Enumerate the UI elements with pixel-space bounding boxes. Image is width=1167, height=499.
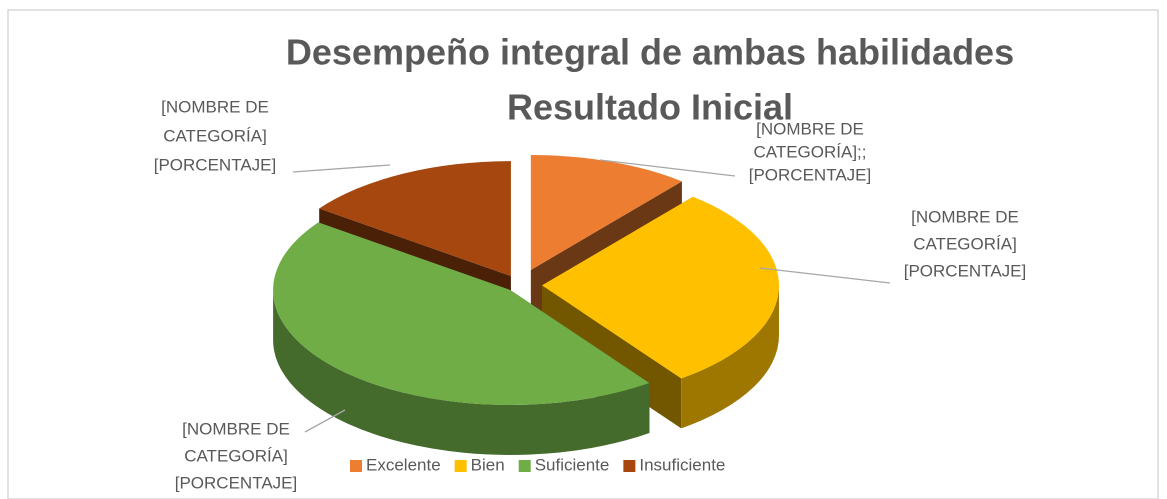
legend-swatch [623,460,636,472]
legend-label: Suficiente [535,455,610,474]
data-label: CATEGORÍA];; [753,142,866,161]
data-label: [PORCENTAJE] [904,261,1026,280]
chart-title: Desempeño integral de ambas habilidades [286,32,1014,73]
slice [530,154,682,270]
data-label: [PORCENTAJE] [154,155,276,174]
legend-label: Insuficiente [639,455,725,474]
slice [273,222,650,405]
slice [541,196,779,379]
data-label: [NOMBRE DE [756,119,864,138]
slice-wall [273,289,650,455]
data-label: [NOMBRE DE [911,207,1019,226]
legend-swatch [518,460,531,472]
legend-label: Bien [471,455,505,474]
legend-swatch [454,460,467,472]
chart-subtitle: Resultado Inicial [507,87,793,128]
legend-label: Excelente [366,455,441,474]
data-label: [NOMBRE DE [161,97,269,116]
data-label: [NOMBRE DE [182,419,290,438]
leader-line [759,267,891,284]
data-label: [PORCENTAJE] [175,473,297,492]
data-label: CATEGORÍA] [163,126,267,145]
leader-line [304,409,346,433]
legend-swatch [350,460,362,472]
leader-line [292,164,391,173]
data-label: [PORCENTAJE] [749,165,871,184]
leader-line [599,159,736,177]
data-label: CATEGORÍA] [913,234,1017,253]
slice-wall [681,285,779,429]
slice [319,161,511,277]
data-label: CATEGORÍA] [184,446,288,465]
